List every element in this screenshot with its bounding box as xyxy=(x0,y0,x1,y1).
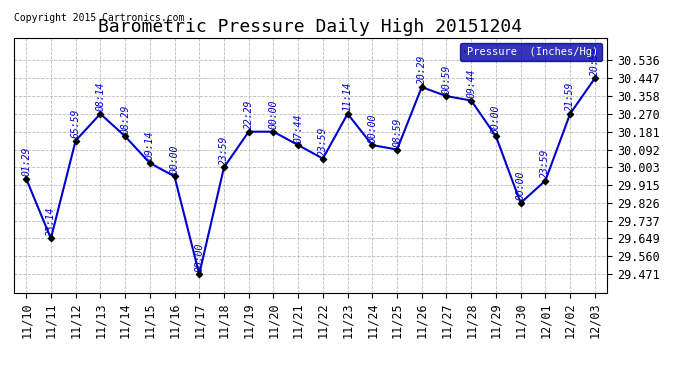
Text: 08:59: 08:59 xyxy=(392,117,402,147)
Point xyxy=(293,142,304,148)
Text: 20:29: 20:29 xyxy=(417,55,426,84)
Point xyxy=(268,129,279,135)
Text: 00:00: 00:00 xyxy=(195,242,204,272)
Point xyxy=(342,111,353,117)
Point xyxy=(391,147,402,153)
Point xyxy=(540,178,551,184)
Text: 00:00: 00:00 xyxy=(491,104,501,134)
Point xyxy=(21,176,32,181)
Text: 00:00: 00:00 xyxy=(515,171,526,200)
Point xyxy=(194,271,205,277)
Point xyxy=(144,160,155,166)
Text: 00:00: 00:00 xyxy=(367,113,377,142)
Point xyxy=(95,111,106,117)
Point xyxy=(317,156,328,162)
Text: 23:59: 23:59 xyxy=(540,148,551,178)
Text: 22:29: 22:29 xyxy=(244,100,254,129)
Text: 23:59: 23:59 xyxy=(219,135,229,165)
Text: 08:14: 08:14 xyxy=(95,82,106,111)
Text: 11:14: 11:14 xyxy=(343,82,353,111)
Point xyxy=(219,164,230,170)
Point xyxy=(70,138,81,144)
Legend: Pressure  (Inches/Hg): Pressure (Inches/Hg) xyxy=(460,43,602,61)
Point xyxy=(46,236,57,242)
Title: Barometric Pressure Daily High 20151204: Barometric Pressure Daily High 20151204 xyxy=(99,18,522,36)
Text: 00:59: 00:59 xyxy=(442,64,451,93)
Text: Copyright 2015 Cartronics.com: Copyright 2015 Cartronics.com xyxy=(14,13,184,23)
Point xyxy=(367,142,378,148)
Text: 00:00: 00:00 xyxy=(268,100,278,129)
Text: 23:59: 23:59 xyxy=(318,127,328,156)
Point xyxy=(119,133,130,139)
Point xyxy=(243,129,254,135)
Text: 01:29: 01:29 xyxy=(21,147,31,176)
Point xyxy=(515,200,526,206)
Text: 21:59: 21:59 xyxy=(565,82,575,111)
Text: 20:59: 20:59 xyxy=(590,46,600,76)
Point xyxy=(564,111,575,117)
Text: 00:00: 00:00 xyxy=(170,144,179,174)
Point xyxy=(491,133,502,139)
Text: 07:44: 07:44 xyxy=(293,113,303,142)
Text: 09:14: 09:14 xyxy=(145,131,155,160)
Point xyxy=(466,98,477,104)
Point xyxy=(169,174,180,180)
Point xyxy=(441,93,452,99)
Text: 08:29: 08:29 xyxy=(120,104,130,134)
Point xyxy=(589,75,600,81)
Point xyxy=(416,84,427,90)
Text: 09:44: 09:44 xyxy=(466,69,476,98)
Text: 23:14: 23:14 xyxy=(46,207,56,236)
Text: 65:59: 65:59 xyxy=(70,109,81,138)
